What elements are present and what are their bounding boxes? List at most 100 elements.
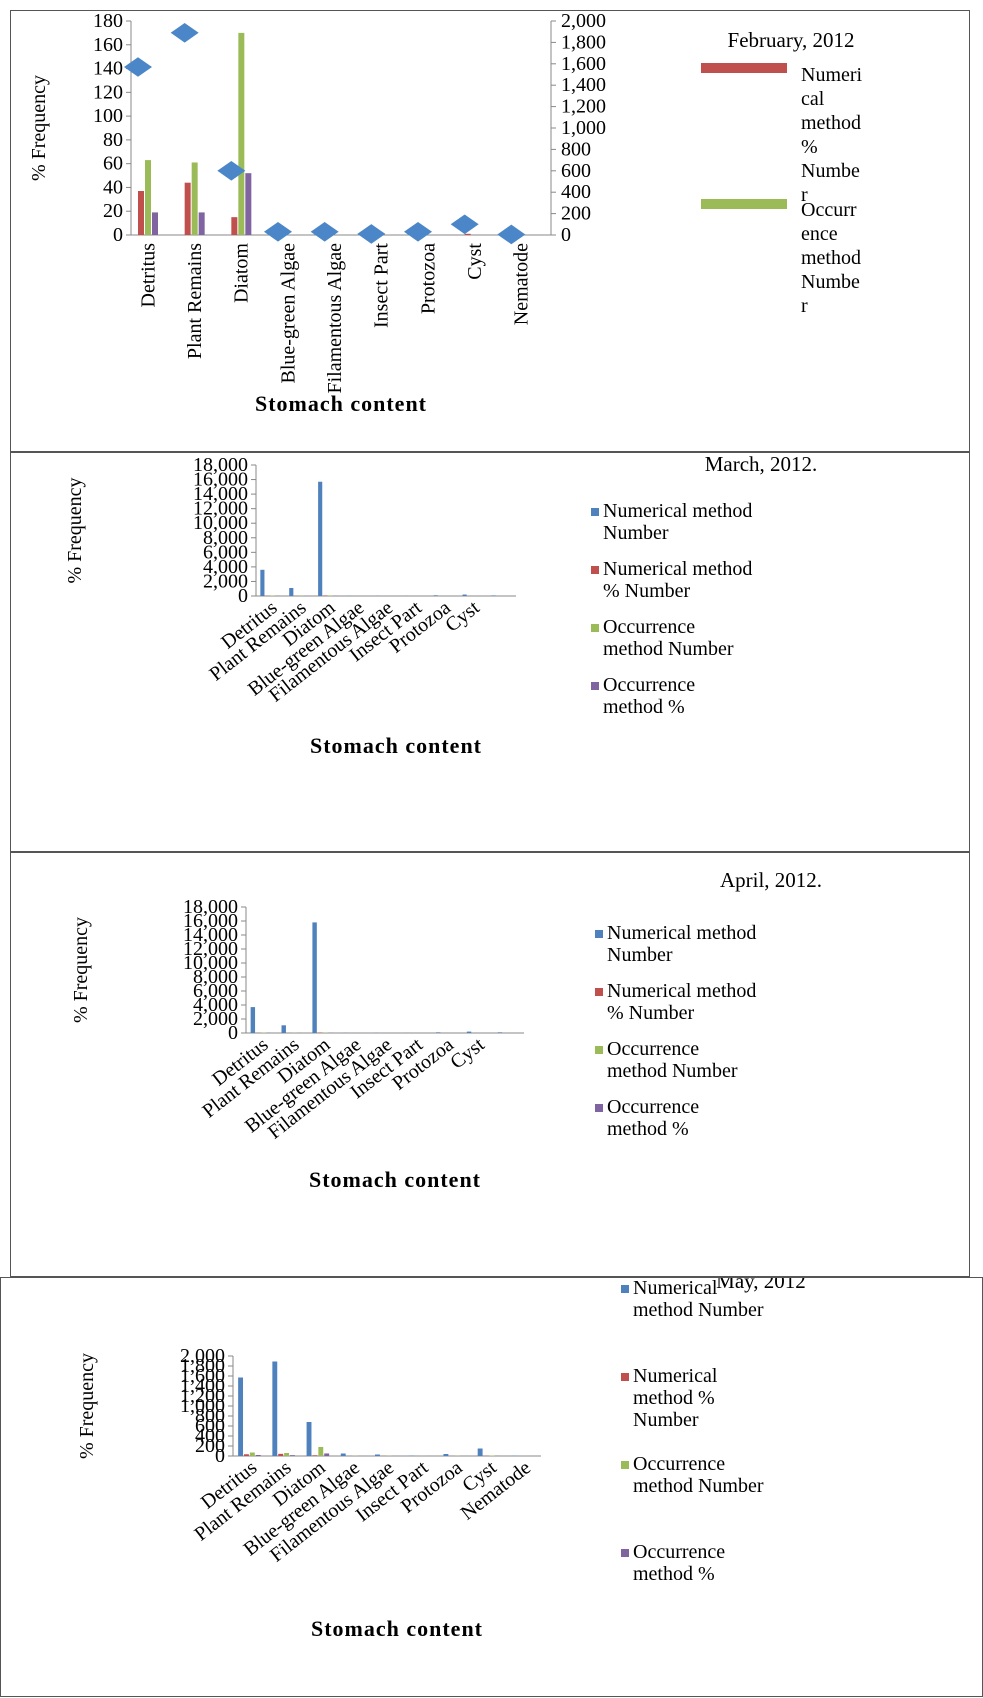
y-tick-label: 60 (103, 153, 123, 175)
chart-title: May, 2012 (716, 1278, 806, 1293)
bar-occurrence-method-detritus (256, 1455, 261, 1456)
bar-numerical-method-number-diatom (312, 922, 316, 1033)
legend-swatch-occurrence-method (621, 1549, 629, 1557)
bar-numerical-method-number-cyst (478, 1449, 483, 1457)
legend-swatch-occurrence-number (701, 199, 787, 209)
bar-occurrence-method-number-diatom (323, 1032, 327, 1033)
y-tick-label: 2,000 (180, 1345, 225, 1367)
y-tick-label: 120 (93, 81, 123, 103)
bar-occurrence-method-diatom (245, 173, 251, 235)
bar-occurrence-method-number-plant-remains (192, 162, 198, 235)
y2-tick-label: 1,200 (561, 96, 606, 118)
plot-group: 02,0004,0006,0008,00010,00012,00014,0001… (64, 453, 817, 758)
bar-numerical-method-number-slot-8 (491, 595, 495, 596)
y2-tick-label: 200 (561, 203, 591, 225)
y-axis-title: % Frequency (28, 75, 50, 181)
bar-numerical-method-number-detritus (238, 1378, 243, 1457)
legend-swatch-occurrence-method-number (591, 624, 599, 632)
bar-numerical-method-number-diatom (307, 1422, 312, 1456)
marker-numerical-method-number-plant-remains (171, 23, 199, 43)
legend-swatch-numerical-method-number (591, 566, 599, 574)
x-axis-title: Stomach content (309, 1167, 481, 1192)
plot-group: 02,0004,0006,0008,00010,00012,00014,0001… (70, 868, 822, 1192)
y-axis-title: % Frequency (76, 1353, 98, 1459)
y-tick-label: 160 (93, 34, 123, 56)
bar-occurrence-method-number-diatom (238, 33, 244, 235)
bar-numerical-method-number-plant-remains (282, 1025, 286, 1033)
legend-swatch-numerical-method-number (621, 1373, 629, 1381)
bar-numerical-method-number-detritus (260, 570, 264, 596)
bar-numerical-method-number-slot-8 (498, 1032, 502, 1033)
legend-label-numerical-method-number: Numerical method% Number (603, 558, 752, 602)
y2-tick-label: 1,400 (561, 74, 606, 96)
marker-numerical-method-number-cyst (451, 215, 479, 235)
marker-numerical-method-number-nematode (497, 225, 525, 245)
marker-numerical-method-number-detritus (124, 57, 152, 77)
legend-swatch-numerical-method-number (591, 508, 599, 516)
bar-occurrence-method-diatom (324, 1453, 329, 1456)
y-tick-label: 20 (103, 200, 123, 222)
y2-tick-label: 400 (561, 181, 591, 203)
bar-numerical-method-number-diatom (318, 1032, 322, 1033)
bar-occurrence-method-detritus (152, 212, 158, 235)
legend-swatch-numerical-method-number (595, 988, 603, 996)
x-axis-title: Stomach content (255, 391, 427, 416)
bar-numerical-method-number-cyst (465, 234, 471, 235)
category-label: Plant Remains (184, 243, 206, 359)
y-tick-label: 80 (103, 129, 123, 151)
bar-occurrence-method-plant-remains (290, 1455, 295, 1456)
chart-title: February, 2012 (728, 28, 855, 52)
bar-occurrence-method-number-detritus (145, 160, 151, 235)
bar-numerical-method-number-diatom (231, 217, 237, 235)
bar-numerical-method-number-plant-remains (289, 588, 293, 596)
bar-occurrence-method-number-cyst (489, 1456, 494, 1457)
y2-tick-label: 1,600 (561, 53, 606, 75)
marker-numerical-method-number-protozoa (404, 222, 432, 242)
legend-swatch-numerical-pct (701, 63, 787, 73)
legend-label-numerical-method-number: Numerical method% Number (607, 980, 756, 1024)
bar-numerical-method-number-insect-part (409, 1456, 414, 1457)
bar-numerical-method-number-diatom (318, 482, 322, 596)
bar-numerical-method-number-diatom (323, 595, 327, 596)
y2-tick-label: 0 (561, 224, 571, 246)
bar-occurrence-method-number-diatom (328, 595, 332, 596)
bar-numerical-method-number-protozoa (434, 595, 438, 596)
y2-tick-label: 600 (561, 160, 591, 182)
bar-numerical-method-number-plant-remains (278, 1454, 283, 1456)
chart-title: March, 2012. (705, 453, 818, 476)
marker-numerical-method-number-insect-part (357, 224, 385, 244)
chart-svg-february: 02040608010012014016018002004006008001,0… (11, 11, 971, 453)
bar-occurrence-method-number-detritus (250, 1453, 255, 1457)
bar-numerical-method-number-cyst (467, 1032, 471, 1033)
bar-numerical-method-number-blue-green-algae (341, 1454, 346, 1457)
category-label: Cyst (446, 1033, 489, 1073)
plot-group: 02004006008001,0001,2001,4001,6001,8002,… (76, 1278, 806, 1641)
legend-swatch-occurrence-method-number (595, 1046, 603, 1054)
bar-occurrence-method-number-diatom (318, 1447, 323, 1456)
category-label: Protozoa (417, 243, 439, 314)
category-label: Blue-green Algae (277, 243, 299, 384)
bar-numerical-method-number-plant-remains (185, 183, 191, 235)
bar-numerical-method-number-diatom (312, 1455, 317, 1456)
category-label: Detritus (137, 243, 159, 308)
bar-numerical-method-number-cyst (463, 595, 467, 596)
bar-numerical-method-number-plant-remains (272, 1362, 277, 1457)
legend-swatch-occurrence-method (595, 1104, 603, 1112)
chart-svg-april: 02,0004,0006,0008,00010,00012,00014,0001… (11, 853, 971, 1278)
y-tick-label: 180 (93, 11, 123, 32)
category-label: Filamentous Algae (324, 243, 346, 394)
category-label: Insect Part (371, 243, 393, 328)
y2-tick-label: 1,000 (561, 117, 606, 139)
category-label: Diatom (231, 243, 253, 303)
bar-numerical-method-number-protozoa (443, 1454, 448, 1456)
category-label: Nematode (511, 243, 533, 325)
